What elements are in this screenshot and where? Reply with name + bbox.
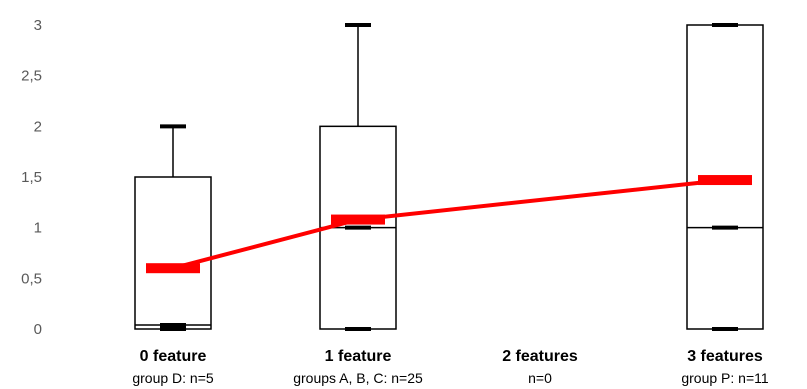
category-label: 3 features [687, 348, 763, 365]
y-tick-label: 3 [34, 17, 42, 34]
y-tick-label: 1 [34, 220, 42, 237]
box-1 [319, 23, 397, 331]
category-labels: 0 feature group D: n=5 1 feature groups A, … [132, 348, 769, 386]
category-sublabel: group D: n=5 [132, 370, 214, 386]
category-sublabel: n=0 [528, 370, 552, 386]
y-tick-label: 0 [34, 321, 42, 338]
mean-marker [331, 214, 385, 225]
category-label: 0 feature [140, 348, 207, 365]
mean-line [172, 178, 726, 271]
y-axis: 0 0,5 1 1,5 2 2,5 3 [21, 17, 42, 338]
mean-series [146, 175, 752, 274]
box-3 [686, 23, 764, 331]
category-sublabel: groups A, B, C: n=25 [293, 370, 423, 386]
category-label: 2 features [502, 348, 578, 365]
category-sublabel: group P: n=11 [681, 370, 769, 386]
category-label: 1 feature [325, 348, 392, 365]
y-tick-label: 2 [34, 118, 42, 135]
y-tick-label: 1,5 [21, 169, 42, 186]
boxes [134, 23, 764, 331]
mean-marker [146, 263, 200, 274]
mean-marker [698, 175, 752, 186]
y-tick-label: 0,5 [21, 270, 42, 287]
box-0 [134, 124, 212, 331]
box-rect [134, 176, 212, 330]
y-tick-label: 2,5 [21, 68, 42, 85]
